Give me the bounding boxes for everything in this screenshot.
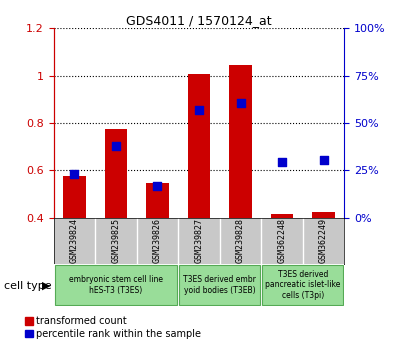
Legend: transformed count, percentile rank within the sample: transformed count, percentile rank withi… [25, 316, 201, 339]
Text: GSM362249: GSM362249 [319, 218, 328, 263]
FancyBboxPatch shape [262, 265, 343, 305]
Point [71, 171, 78, 177]
Text: T3ES derived embr
yoid bodies (T3EB): T3ES derived embr yoid bodies (T3EB) [183, 275, 256, 295]
Bar [146, 183, 169, 218]
Bar [105, 129, 127, 218]
Point [279, 159, 285, 165]
Text: GSM239827: GSM239827 [195, 218, 203, 263]
Bar [312, 212, 335, 218]
Bar [229, 65, 252, 218]
Text: GSM239824: GSM239824 [70, 218, 79, 263]
Text: embryonic stem cell line
hES-T3 (T3ES): embryonic stem cell line hES-T3 (T3ES) [69, 275, 163, 295]
Point [196, 107, 202, 113]
FancyBboxPatch shape [179, 265, 260, 305]
Text: GSM239826: GSM239826 [153, 218, 162, 263]
Text: ▶: ▶ [41, 281, 50, 291]
Title: GDS4011 / 1570124_at: GDS4011 / 1570124_at [126, 14, 272, 27]
Point [154, 183, 161, 189]
Text: cell type: cell type [4, 281, 52, 291]
Point [237, 100, 244, 106]
Point [320, 157, 327, 162]
Bar [271, 214, 293, 218]
Text: T3ES derived
pancreatic islet-like
cells (T3pi): T3ES derived pancreatic islet-like cells… [265, 270, 340, 300]
FancyBboxPatch shape [55, 265, 178, 305]
Text: GSM239828: GSM239828 [236, 218, 245, 263]
Point [113, 143, 119, 148]
Text: GSM239825: GSM239825 [111, 218, 121, 263]
Bar [63, 176, 86, 218]
Bar [187, 74, 211, 218]
Text: GSM362248: GSM362248 [277, 218, 287, 263]
